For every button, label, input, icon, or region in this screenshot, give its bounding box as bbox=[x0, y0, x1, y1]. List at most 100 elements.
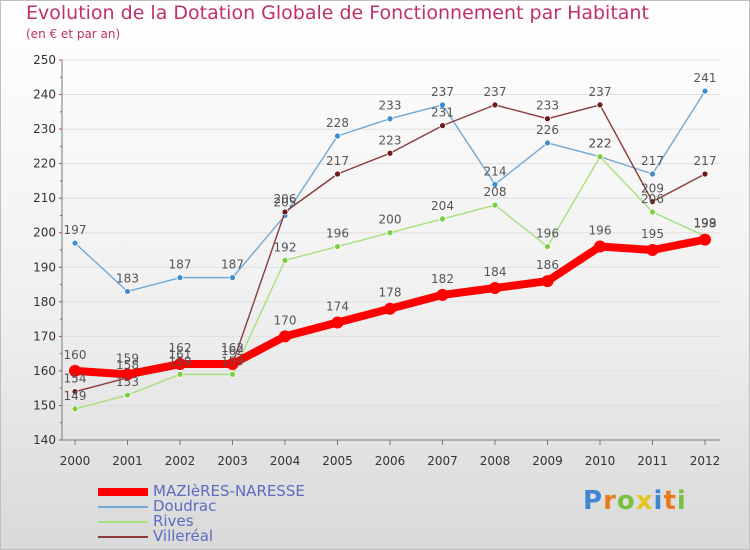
data-label: 233 bbox=[536, 99, 559, 113]
data-label: 217 bbox=[694, 154, 717, 168]
data-label: 162 bbox=[169, 341, 192, 355]
data-point bbox=[646, 244, 659, 256]
data-label: 192 bbox=[274, 240, 297, 254]
data-label: 162 bbox=[221, 341, 244, 355]
data-point bbox=[386, 229, 394, 237]
data-label: 149 bbox=[64, 389, 87, 403]
legend-label: Rives bbox=[153, 512, 194, 530]
data-label: 241 bbox=[694, 71, 717, 85]
data-label: 209 bbox=[641, 182, 664, 196]
proxiti-logo: Proxiti bbox=[583, 486, 687, 516]
data-label: 154 bbox=[64, 372, 87, 386]
data-point bbox=[281, 256, 289, 264]
series-layer bbox=[69, 87, 711, 413]
data-point bbox=[176, 274, 184, 282]
data-point bbox=[71, 388, 79, 396]
data-point bbox=[334, 170, 341, 178]
data-label: 195 bbox=[641, 227, 664, 241]
legend-swatch bbox=[98, 488, 148, 496]
data-label-layer: 197 183 187 187 205 228 233 237 214 226 222 217 241 1… bbox=[64, 71, 717, 403]
data-label: 223 bbox=[379, 133, 402, 147]
data-label: 162 bbox=[221, 344, 244, 358]
legend-swatch bbox=[98, 521, 148, 523]
x-tick-label: 2000 bbox=[60, 454, 91, 468]
data-point bbox=[226, 358, 239, 370]
data-point bbox=[439, 122, 446, 130]
data-point bbox=[384, 302, 396, 315]
data-label: 237 bbox=[589, 85, 612, 99]
data-point bbox=[544, 115, 551, 123]
y-tick-label: 250 bbox=[33, 53, 56, 67]
data-point bbox=[436, 288, 449, 301]
legend-label: Villeréal bbox=[153, 527, 214, 545]
data-label: 196 bbox=[589, 224, 612, 238]
data-label: 174 bbox=[326, 300, 349, 314]
data-label: 159 bbox=[221, 354, 244, 368]
logo-letter: r bbox=[603, 486, 617, 516]
y-tick-label: 190 bbox=[33, 260, 56, 274]
y-tick-label: 150 bbox=[33, 398, 56, 412]
logo-letter: i bbox=[653, 486, 664, 516]
data-label: 206 bbox=[641, 192, 664, 206]
data-label: 205 bbox=[274, 195, 297, 209]
x-tick-label: 2005 bbox=[322, 454, 353, 468]
data-point bbox=[124, 391, 131, 399]
data-point bbox=[491, 201, 499, 209]
data-point bbox=[121, 368, 134, 381]
data-point bbox=[594, 240, 606, 253]
data-label: 222 bbox=[589, 137, 612, 151]
x-tick-label: 2010 bbox=[585, 454, 616, 468]
data-label: 160 bbox=[64, 348, 87, 362]
x-tick-label: 2007 bbox=[427, 454, 458, 468]
data-label: 222 bbox=[589, 137, 612, 151]
legend-label: Doudrac bbox=[153, 497, 217, 515]
x-tick-label: 2009 bbox=[532, 454, 563, 468]
y-tick-label: 240 bbox=[33, 88, 56, 102]
data-label: 187 bbox=[169, 258, 192, 272]
data-label: 196 bbox=[536, 227, 559, 241]
logo-letter: P bbox=[583, 486, 604, 516]
data-label: 206 bbox=[274, 192, 297, 206]
data-label: 158 bbox=[116, 358, 139, 372]
legend-label: MAZIèRES-NARESSE bbox=[153, 482, 305, 500]
logo-letter: x bbox=[635, 486, 654, 516]
data-label: 237 bbox=[431, 85, 454, 99]
grid-layer bbox=[62, 59, 720, 441]
data-label: 199 bbox=[694, 216, 717, 230]
data-label: 217 bbox=[641, 154, 664, 168]
y-tick-label: 180 bbox=[33, 295, 56, 309]
data-point bbox=[649, 170, 656, 178]
x-tick-label: 2004 bbox=[270, 454, 301, 468]
data-label: 183 bbox=[116, 271, 139, 285]
data-point bbox=[699, 233, 711, 246]
y-tick-label: 210 bbox=[33, 191, 56, 205]
data-point bbox=[439, 101, 446, 109]
data-point bbox=[701, 170, 709, 178]
data-label: 196 bbox=[326, 227, 349, 241]
data-point bbox=[331, 316, 344, 329]
x-tick-label: 2012 bbox=[690, 454, 721, 468]
data-point bbox=[229, 274, 236, 282]
axis-layer: 140 150 160 170 180 190 200 210 220 230 240 250 2000… bbox=[33, 53, 720, 468]
data-point bbox=[71, 239, 79, 247]
data-label: 184 bbox=[484, 265, 507, 279]
data-point bbox=[596, 153, 604, 161]
data-point bbox=[491, 101, 499, 109]
data-point bbox=[491, 180, 499, 188]
y-tick-label: 230 bbox=[33, 122, 56, 136]
legend-swatch bbox=[98, 536, 148, 538]
data-label: 208 bbox=[484, 185, 507, 199]
logo-letter: o bbox=[616, 486, 636, 516]
data-point bbox=[281, 208, 289, 216]
data-label: 200 bbox=[379, 213, 402, 227]
y-tick-label: 140 bbox=[33, 433, 56, 447]
data-point bbox=[279, 330, 291, 343]
data-label: 170 bbox=[274, 313, 297, 327]
x-tick-label: 2008 bbox=[480, 454, 511, 468]
data-label: 178 bbox=[379, 286, 402, 300]
data-point bbox=[544, 139, 551, 147]
x-tick-label: 2006 bbox=[375, 454, 406, 468]
data-point bbox=[334, 243, 341, 250]
